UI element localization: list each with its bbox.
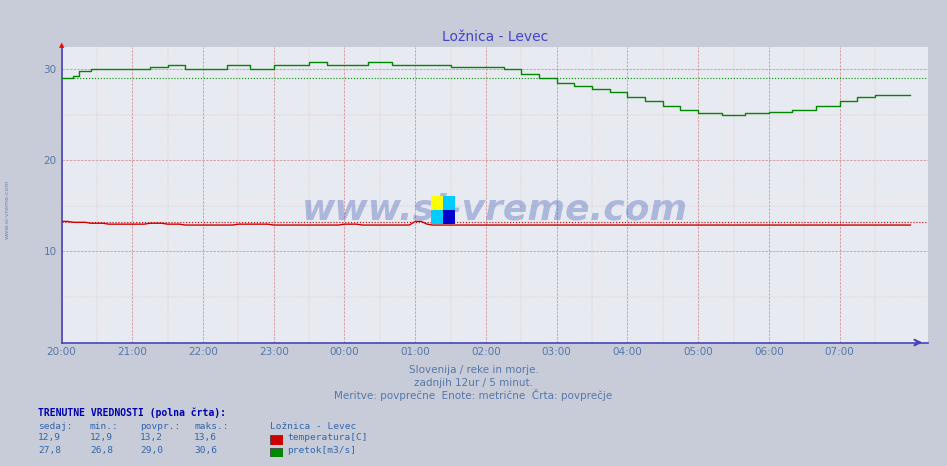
Text: 13,6: 13,6 [194, 433, 217, 442]
Text: 27,8: 27,8 [38, 446, 61, 455]
Text: www.si-vreme.com: www.si-vreme.com [5, 180, 9, 240]
Text: maks.:: maks.: [194, 422, 228, 431]
Text: Slovenija / reke in morje.: Slovenija / reke in morje. [408, 365, 539, 375]
Title: Ložnica - Levec: Ložnica - Levec [441, 30, 548, 44]
Text: povpr.:: povpr.: [140, 422, 181, 431]
Text: 30,6: 30,6 [194, 446, 217, 455]
Bar [443, 196, 455, 210]
Text: pretok[m3/s]: pretok[m3/s] [287, 446, 356, 455]
Text: zadnjih 12ur / 5 minut.: zadnjih 12ur / 5 minut. [414, 378, 533, 388]
Text: 26,8: 26,8 [90, 446, 113, 455]
Text: Meritve: povprečne  Enote: metrične  Črta: povprečje: Meritve: povprečne Enote: metrične Črta:… [334, 389, 613, 401]
Text: ▲: ▲ [59, 42, 64, 48]
Text: www.si-vreme.com: www.si-vreme.com [302, 192, 688, 226]
Bar [431, 210, 443, 224]
Text: 12,9: 12,9 [90, 433, 113, 442]
Text: TRENUTNE VREDNOSTI (polna črta):: TRENUTNE VREDNOSTI (polna črta): [38, 407, 226, 418]
Text: Ložnica - Levec: Ložnica - Levec [270, 422, 356, 431]
Text: sedaj:: sedaj: [38, 422, 72, 431]
Text: 29,0: 29,0 [140, 446, 163, 455]
Bar [443, 210, 455, 224]
Text: 13,2: 13,2 [140, 433, 163, 442]
Bar [431, 196, 443, 210]
Text: 12,9: 12,9 [38, 433, 61, 442]
Text: min.:: min.: [90, 422, 118, 431]
Text: temperatura[C]: temperatura[C] [287, 433, 367, 442]
